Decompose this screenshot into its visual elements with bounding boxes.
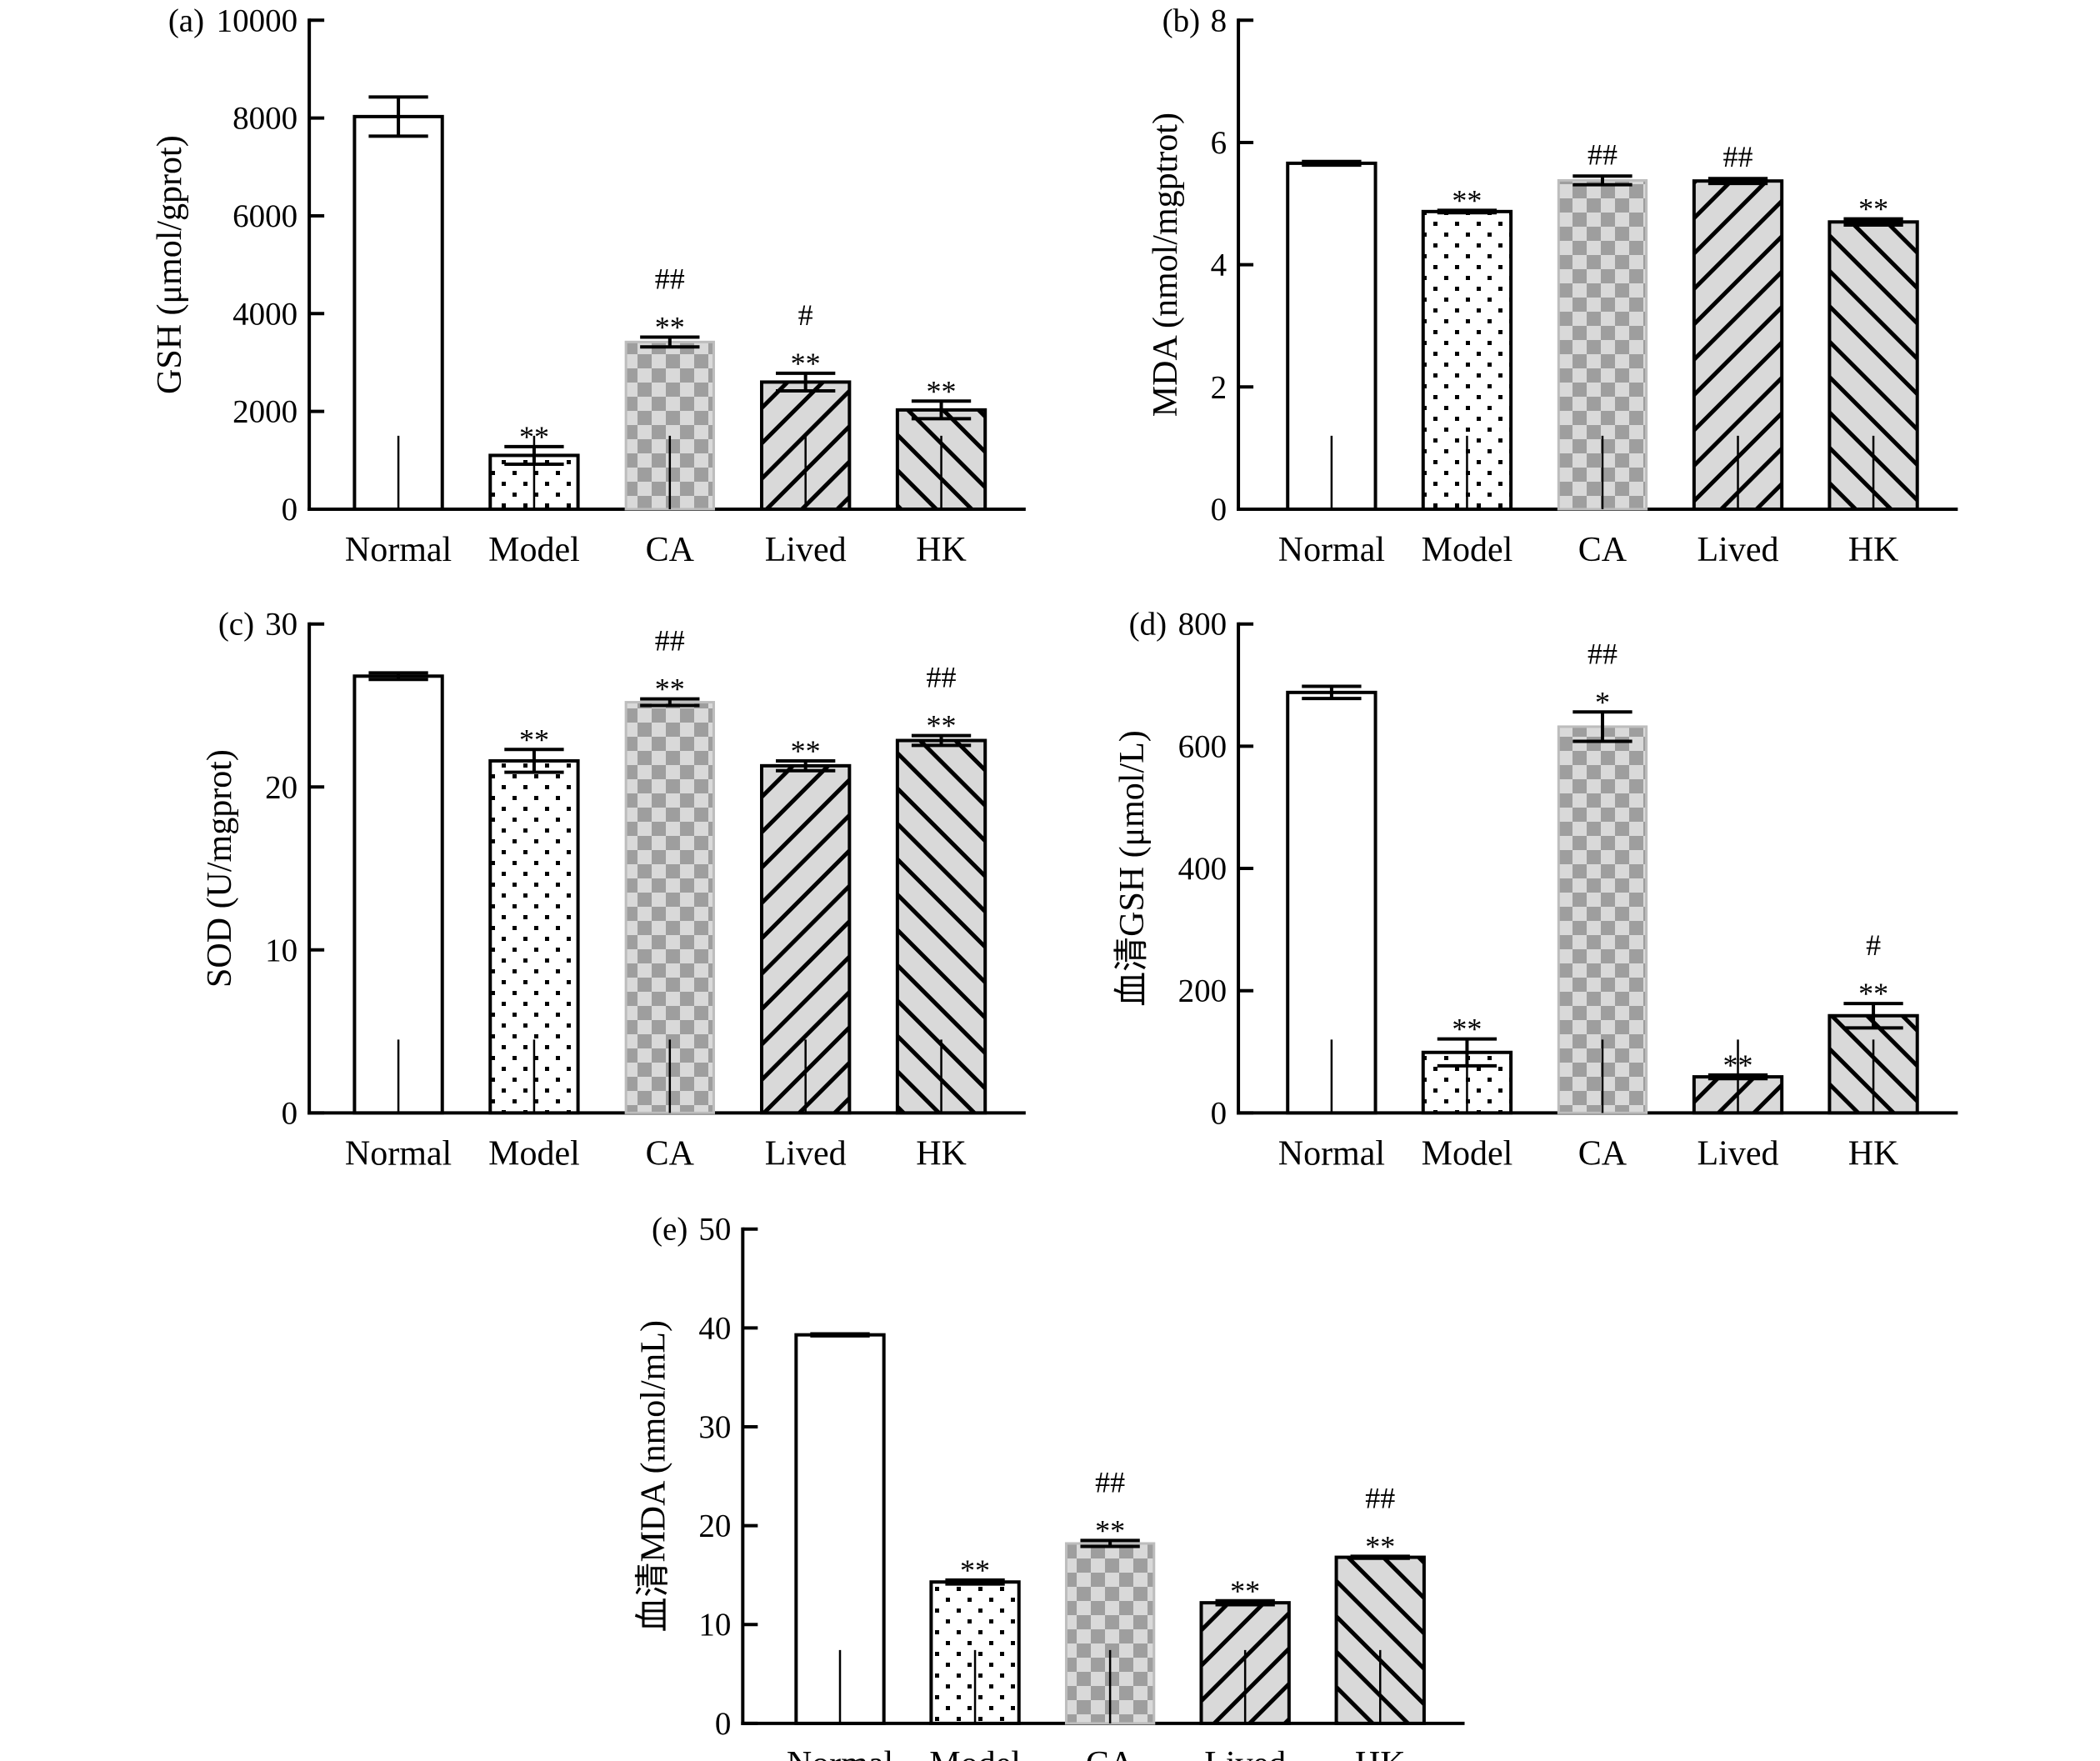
significance-star: ** [1230,1574,1260,1608]
panel-label-d: (d) [1129,607,1167,643]
y-tick-label: 0 [1211,492,1228,528]
significance-star: ** [1452,183,1482,217]
y-tick-label: 8000 [232,101,298,137]
significance-hash: ## [1588,138,1618,171]
y-tick-label: 40 [698,1310,731,1346]
y-axis-title: SOD (U/mgprot) [201,749,239,988]
significance-star: ** [791,347,821,380]
significance-hash: ## [1095,1465,1125,1498]
y-tick-label: 800 [1178,607,1228,643]
x-tick-label: Normal [345,1134,452,1173]
y-tick-label: 0 [282,492,298,528]
significance-star: ** [655,673,685,706]
x-tick-label: CA [1086,1745,1135,1761]
y-tick-label: 8 [1211,3,1228,38]
significance-hash: # [798,298,813,332]
y-tick-label: 200 [1178,973,1228,1009]
y-axis-title: MDA (nmol/mgptrot) [1147,113,1185,417]
y-tick-label: 600 [1178,728,1228,764]
x-tick-label: Model [929,1745,1021,1761]
panel-b: 0 2 4 6 8 (b) MDA (nmol/mgptrot) Normal ** Model #… [1147,3,1958,569]
x-tick-label: Normal [1278,531,1385,569]
significance-star: ** [1365,1529,1395,1563]
x-tick-label: Lived [1698,1134,1779,1173]
x-tick-label: Lived [765,531,847,569]
panel-label-e: (e) [652,1212,688,1248]
x-tick-label: CA [646,1134,695,1173]
significance-star: ** [519,420,549,453]
panel-d: 0 200 400 600 800 (d) 血清GSH (μmol/L) Normal ** Mo… [1113,607,1958,1173]
significance-hash: ## [655,262,685,295]
y-axis-title: GSH (μmol/gprot) [151,135,189,394]
x-tick-label: Lived [765,1134,847,1173]
significance-star: * [1595,685,1610,718]
x-tick-label: CA [1578,531,1628,569]
significance-star: ** [519,723,549,756]
y-axis-title: 血清GSH (μmol/L) [1113,730,1152,1007]
y-tick-label: 10000 [217,3,298,38]
bar-lived [760,763,852,1115]
significance-star: ** [791,734,821,768]
x-tick-label: HK [1848,1134,1899,1173]
significance-star: ** [1095,1513,1125,1547]
x-tick-label: Model [1422,1134,1513,1173]
y-tick-label: 2 [1211,369,1228,405]
y-axis-title: 血清MDA (nmol/mL) [634,1320,672,1633]
y-tick-label: 6000 [232,198,298,234]
y-tick-label: 0 [282,1095,298,1131]
significance-hash: ## [1365,1481,1395,1514]
panel-label-b: (b) [1162,3,1200,38]
x-tick-label: Model [1422,531,1513,569]
y-tick-label: 10 [265,933,298,968]
y-tick-label: 6 [1211,125,1228,161]
significance-star: ** [927,374,957,408]
y-tick-label: 20 [265,769,298,805]
y-tick-label: 0 [1211,1095,1228,1131]
y-tick-label: 2000 [232,394,298,430]
x-tick-label: Normal [345,531,452,569]
panel-label-c: (c) [218,607,254,643]
x-tick-label: HK [1355,1745,1406,1761]
significance-star: ** [1452,1013,1482,1046]
panel-e: 0 10 20 30 40 50 (e) 血清MDA (nmol/mL) Normal ** Mod… [634,1212,1465,1761]
x-tick-label: HK [916,1134,967,1173]
x-tick-label: Model [488,1134,580,1173]
significance-star: ** [927,709,957,743]
x-tick-label: Lived [1204,1745,1286,1761]
y-tick-label: 10 [698,1607,731,1643]
panel-a: 0 2000 4000 6000 8000 10000 (a) GSH (μmol/gprot… [151,3,1026,569]
significance-hash: ## [1588,637,1618,670]
x-tick-label: Normal [1278,1134,1385,1173]
x-tick-label: Lived [1698,531,1779,569]
y-tick-label: 0 [715,1706,732,1742]
significance-star: ** [1858,977,1888,1010]
significance-hash: ## [927,661,957,694]
panel-c: 0 10 20 30 (c) SOD (U/mgprot) Normal ** Model ** #… [201,607,1026,1173]
x-tick-label: CA [646,531,695,569]
y-tick-label: 50 [698,1212,731,1248]
x-tick-label: HK [1848,531,1899,569]
x-tick-label: HK [916,531,967,569]
significance-star: ** [960,1553,990,1587]
y-tick-label: 400 [1178,851,1228,887]
x-tick-label: CA [1578,1134,1628,1173]
y-tick-label: 4 [1211,248,1228,283]
y-tick-label: 30 [265,607,298,643]
y-tick-label: 30 [698,1409,731,1445]
x-tick-label: Normal [787,1745,893,1761]
significance-hash: ## [1723,140,1753,173]
panel-label-a: (a) [168,3,204,38]
y-tick-label: 20 [698,1508,731,1544]
significance-star: ** [1858,193,1888,226]
x-tick-label: Model [488,531,580,569]
y-tick-label: 4000 [232,296,298,332]
significance-hash: # [1866,928,1881,962]
significance-star: ** [1723,1048,1753,1082]
significance-star: ** [655,310,685,343]
significance-hash: ## [655,624,685,658]
